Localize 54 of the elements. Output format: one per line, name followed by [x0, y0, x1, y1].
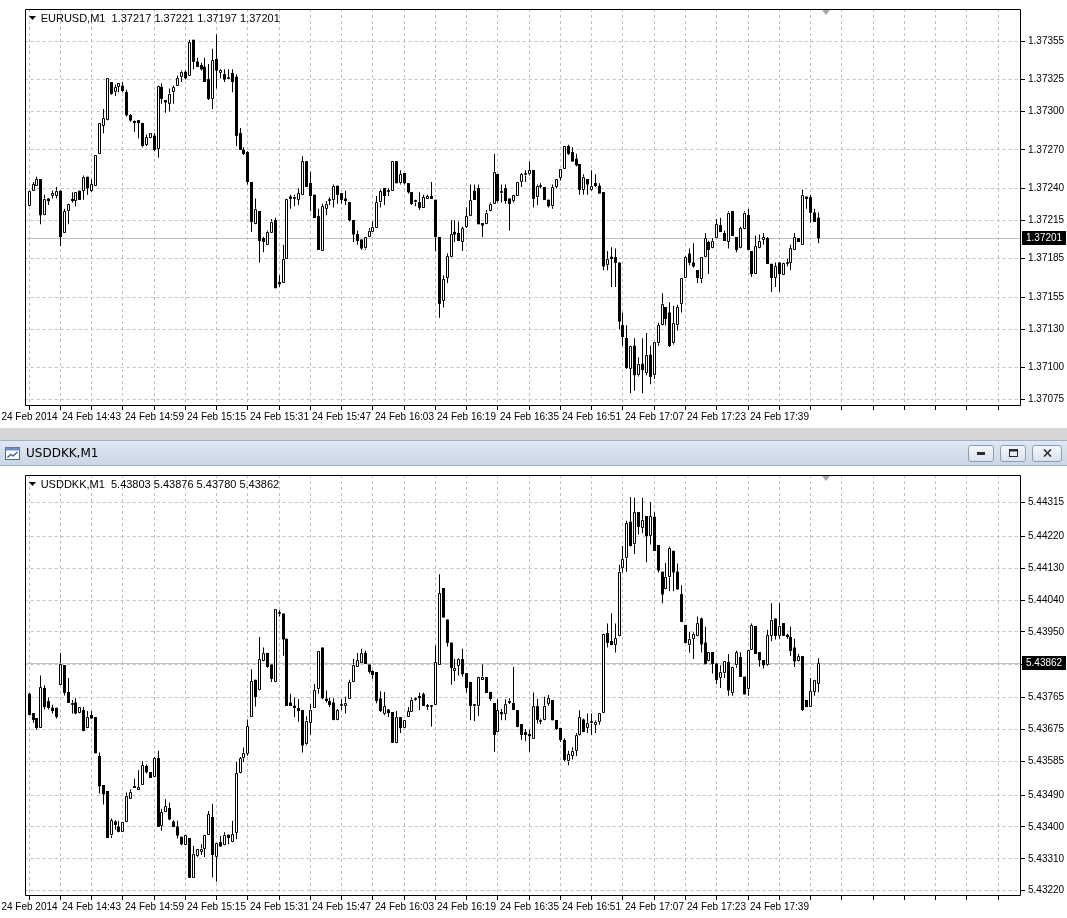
- y-tick-label: 1.37155: [1028, 290, 1065, 302]
- ref-line-label: 1.37201: [1026, 232, 1063, 244]
- y-tick-label: 1.37325: [1028, 73, 1065, 85]
- x-tick-label: 24 Feb 16:51: [562, 410, 622, 422]
- x-tick-label: 24 Feb 17:07: [625, 900, 685, 912]
- x-tick-label: 24 Feb 16:19: [437, 410, 497, 422]
- x-tick-label: 24 Feb 15:47: [312, 410, 372, 422]
- x-tick-label: 24 Feb 15:15: [187, 410, 247, 422]
- chart-title: EURUSD,M1 1.37217 1.37221 1.37197 1.37201: [40, 11, 280, 25]
- x-tick-label: 24 Feb 16:35: [500, 900, 560, 912]
- y-tick-label: 5.43490: [1028, 788, 1065, 800]
- x-tick-label: 24 Feb 2014: [1, 410, 59, 422]
- x-tick-label: 24 Feb 17:23: [687, 410, 747, 422]
- y-tick-label: 5.43220: [1028, 884, 1065, 896]
- y-tick-label: 5.43675: [1028, 723, 1065, 735]
- y-tick-label: 1.37130: [1028, 322, 1065, 334]
- x-tick-label: 24 Feb 14:43: [62, 900, 122, 912]
- x-tick-label: 24 Feb 16:35: [500, 410, 560, 422]
- y-tick-label: 5.43765: [1028, 691, 1065, 703]
- y-tick-label: 1.37075: [1028, 393, 1065, 405]
- y-tick-label: 1.37100: [1028, 361, 1065, 373]
- y-tick-label: 1.37355: [1028, 34, 1065, 46]
- x-tick-label: 24 Feb 16:51: [562, 900, 622, 912]
- x-tick-label: 24 Feb 14:59: [125, 410, 185, 422]
- y-tick-label: 1.37240: [1028, 182, 1065, 194]
- chart-subtitle: USDDKK,M1 5.43803 5.43876 5.43780 5.43862: [40, 477, 280, 491]
- y-tick-label: 1.37185: [1028, 252, 1065, 264]
- y-tick-label: 1.37215: [1028, 214, 1065, 226]
- x-tick-label: 24 Feb 15:15: [187, 900, 247, 912]
- chart-title: USDDKK,M1: [26, 446, 99, 460]
- y-tick-label: 1.37300: [1028, 105, 1065, 117]
- x-tick-label: 24 Feb 14:43: [62, 410, 122, 422]
- y-tick-label: 5.43585: [1028, 755, 1065, 767]
- y-tick-label: 5.44220: [1028, 530, 1065, 542]
- y-tick-label: 5.43400: [1028, 820, 1065, 832]
- x-tick-label: 24 Feb 16:03: [375, 900, 435, 912]
- y-tick-label: 5.44040: [1028, 593, 1065, 605]
- x-tick-label: 24 Feb 17:07: [625, 410, 685, 422]
- x-tick-label: 24 Feb 17:39: [750, 900, 810, 912]
- y-tick-label: 5.43310: [1028, 852, 1065, 864]
- x-tick-label: 24 Feb 15:31: [250, 900, 310, 912]
- x-tick-label: 24 Feb 2014: [1, 900, 59, 912]
- x-tick-label: 24 Feb 16:03: [375, 410, 435, 422]
- x-tick-label: 24 Feb 15:47: [312, 900, 372, 912]
- x-tick-label: 24 Feb 14:59: [125, 900, 185, 912]
- y-tick-label: 5.43950: [1028, 625, 1065, 637]
- y-tick-label: 1.37270: [1028, 143, 1065, 155]
- x-tick-label: 24 Feb 16:19: [437, 900, 497, 912]
- x-tick-label: 24 Feb 17:39: [750, 410, 810, 422]
- y-tick-label: 5.44315: [1028, 496, 1065, 508]
- ref-line-label: 5.43862: [1026, 657, 1063, 669]
- x-tick-label: 24 Feb 17:23: [687, 900, 747, 912]
- y-tick-label: 5.44130: [1028, 561, 1065, 573]
- x-tick-label: 24 Feb 15:31: [250, 410, 310, 422]
